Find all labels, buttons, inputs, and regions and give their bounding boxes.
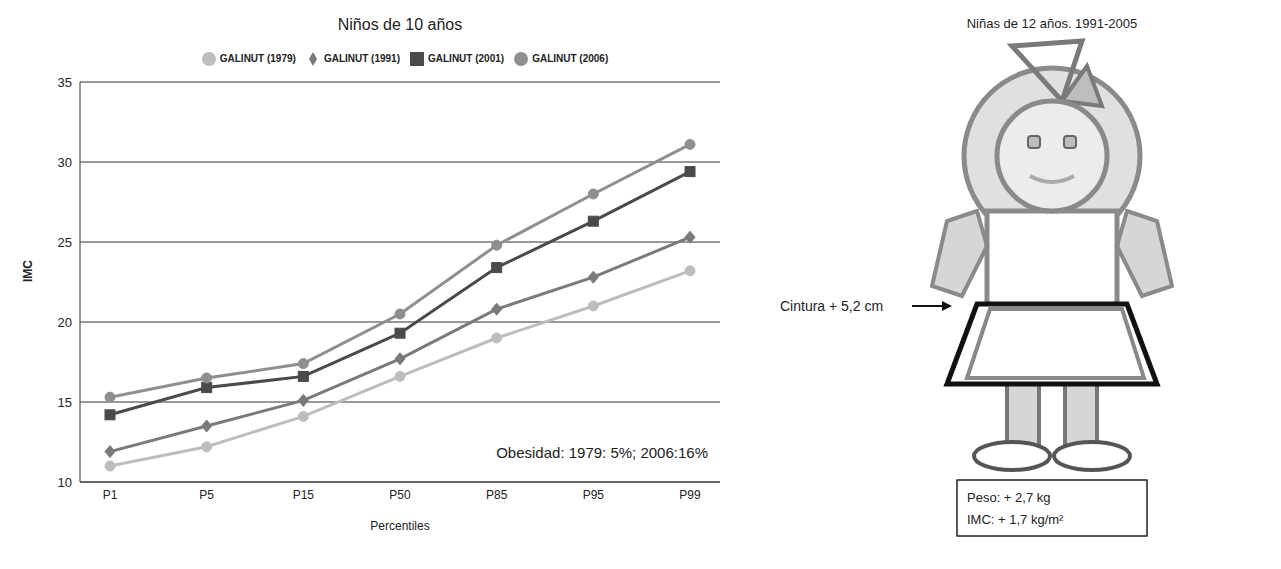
svg-text:10: 10 <box>58 475 72 490</box>
svg-text:P1: P1 <box>103 488 118 502</box>
svg-text:P50: P50 <box>389 488 411 502</box>
html-text:GALINUT (2001): GALINUT (2001) <box>428 52 505 64</box>
svg-text:P85: P85 <box>486 488 508 502</box>
svg-text:25: 25 <box>58 235 72 250</box>
svg-text:Cintura + 5,2 cm: Cintura + 5,2 cm <box>780 298 883 314</box>
svg-text:P15: P15 <box>293 488 315 502</box>
html-text:GALINUT (1991): GALINUT (1991) <box>323 52 400 64</box>
svg-text:Niñas de 12 años. 1991-2005: Niñas de 12 años. 1991-2005 <box>967 16 1138 31</box>
svg-text:Percentiles: Percentiles <box>370 519 429 533</box>
svg-text:P95: P95 <box>583 488 605 502</box>
html-text:GALINUT (2006): GALINUT (2006) <box>532 52 609 64</box>
svg-text:P99: P99 <box>679 488 701 502</box>
svg-text:20: 20 <box>58 315 72 330</box>
html-text:GALINUT (1979): GALINUT (1979) <box>219 52 296 64</box>
svg-text:30: 30 <box>58 155 72 170</box>
html-text:Obesidad: 1979: 5%; 2006:16%: Obesidad: 1979: 5%; 2006:16% <box>496 444 708 462</box>
svg-text:IMC: + 1,7 kg/m²: IMC: + 1,7 kg/m² <box>967 512 1064 527</box>
svg-text:15: 15 <box>58 395 72 410</box>
svg-text:P5: P5 <box>199 488 214 502</box>
svg-text:35: 35 <box>58 75 72 90</box>
svg-text:IMC: IMC <box>21 260 35 282</box>
html-text:Niños de 10 años: Niños de 10 años <box>337 16 463 33</box>
svg-text:Peso: + 2,7 kg: Peso: + 2,7 kg <box>967 490 1050 505</box>
